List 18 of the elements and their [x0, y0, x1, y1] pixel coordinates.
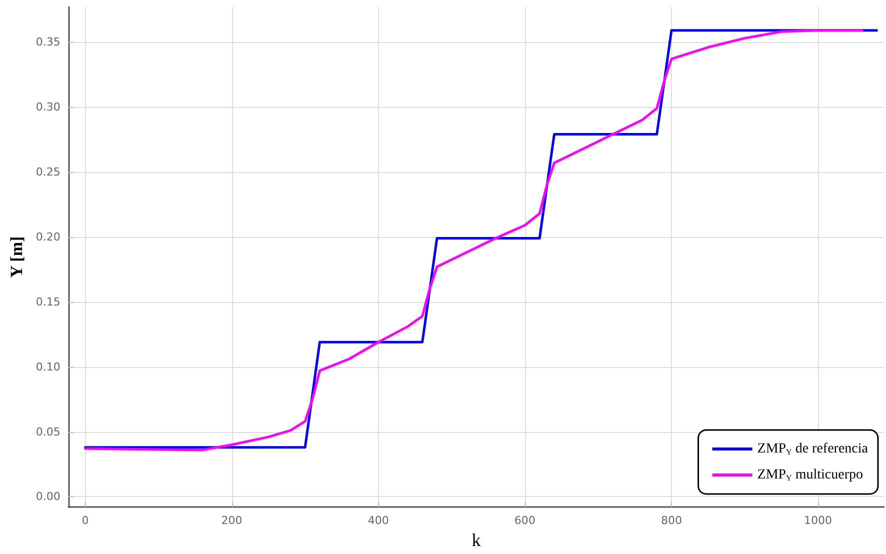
x-tick-label: 600: [514, 514, 536, 528]
y-tick-label: 0.00: [36, 490, 60, 504]
x-tick-label: 200: [221, 514, 242, 528]
y-tick-label: 0.30: [36, 100, 60, 114]
y-axis-title: Y [m]: [7, 236, 26, 278]
x-tick-label: 400: [368, 514, 389, 528]
x-axis-title: k: [472, 530, 481, 550]
x-tick-label: 800: [660, 514, 682, 528]
legend-label: ZMPY de referencia: [757, 442, 869, 456]
legend-label: ZMPY multicuerpo: [757, 468, 863, 482]
y-tick-label: 0.10: [36, 360, 60, 374]
y-tick-label: 0.20: [36, 230, 60, 244]
y-tick-label: 0.25: [36, 165, 60, 178]
y-tick-label: 0.35: [36, 36, 60, 49]
x-tick-label: 0: [82, 514, 89, 528]
x-tick-label: 1000: [804, 514, 832, 528]
y-tick-label: 0.15: [36, 295, 60, 308]
y-tick-label: 0.05: [36, 425, 60, 438]
